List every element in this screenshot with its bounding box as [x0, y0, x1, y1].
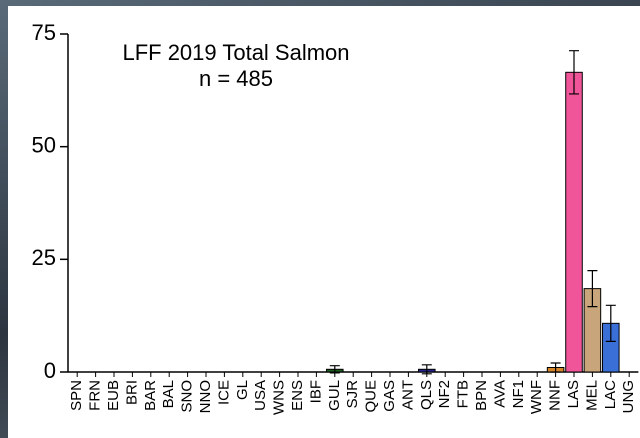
x-tick-label: ICE: [215, 380, 232, 405]
x-tick-label: IBF: [307, 380, 324, 403]
x-tick-label: USA: [252, 380, 269, 411]
x-tick-label: GL: [234, 380, 251, 400]
x-tick-label: LAC: [602, 380, 619, 409]
y-tick-label: 75: [32, 20, 56, 45]
x-tick-label: BAR: [142, 380, 159, 411]
chart-title: LFF 2019 Total Salmon: [122, 40, 349, 65]
x-tick-label: ANT: [399, 380, 416, 410]
y-tick-label: 25: [32, 245, 56, 270]
x-tick-label: UNG: [620, 380, 637, 413]
x-tick-label: WNF: [528, 380, 545, 414]
x-tick-label: FTB: [455, 380, 472, 408]
x-tick-label: ENS: [289, 380, 306, 411]
x-tick-label: QLS: [418, 380, 435, 410]
chart-background: [8, 6, 640, 438]
chart-subtitle: n = 485: [199, 66, 273, 91]
x-tick-label: EUB: [105, 380, 122, 411]
x-tick-label: FRN: [87, 380, 104, 411]
x-tick-label: MEL: [583, 380, 600, 411]
x-tick-label: NNF: [547, 380, 564, 411]
x-tick-label: BRI: [123, 380, 140, 405]
x-tick-label: LAS: [565, 380, 582, 408]
x-tick-label: GUL: [326, 380, 343, 411]
chart: LFF 2019 Total Salmon n = 485 0 25 50 75 SPN…: [0, 0, 640, 438]
x-tick-label: NF2: [436, 380, 453, 408]
y-tick-label: 0: [44, 358, 56, 383]
x-tick-label: WNS: [271, 380, 288, 415]
y-tick-label: 50: [32, 132, 56, 157]
x-tick-label: NNO: [197, 380, 214, 413]
x-tick-label: SNO: [179, 380, 196, 413]
x-tick-label: BPN: [473, 380, 490, 411]
x-tick-label: SJR: [344, 380, 361, 409]
x-tick-label: BAL: [160, 380, 177, 408]
x-tick-label: SPN: [68, 380, 85, 411]
x-tick-label: GAS: [381, 380, 398, 412]
bar: [566, 72, 583, 372]
x-tick-label: AVA: [491, 380, 508, 408]
x-tick-label: NF1: [510, 380, 527, 408]
x-tick-label: QUE: [363, 380, 380, 413]
